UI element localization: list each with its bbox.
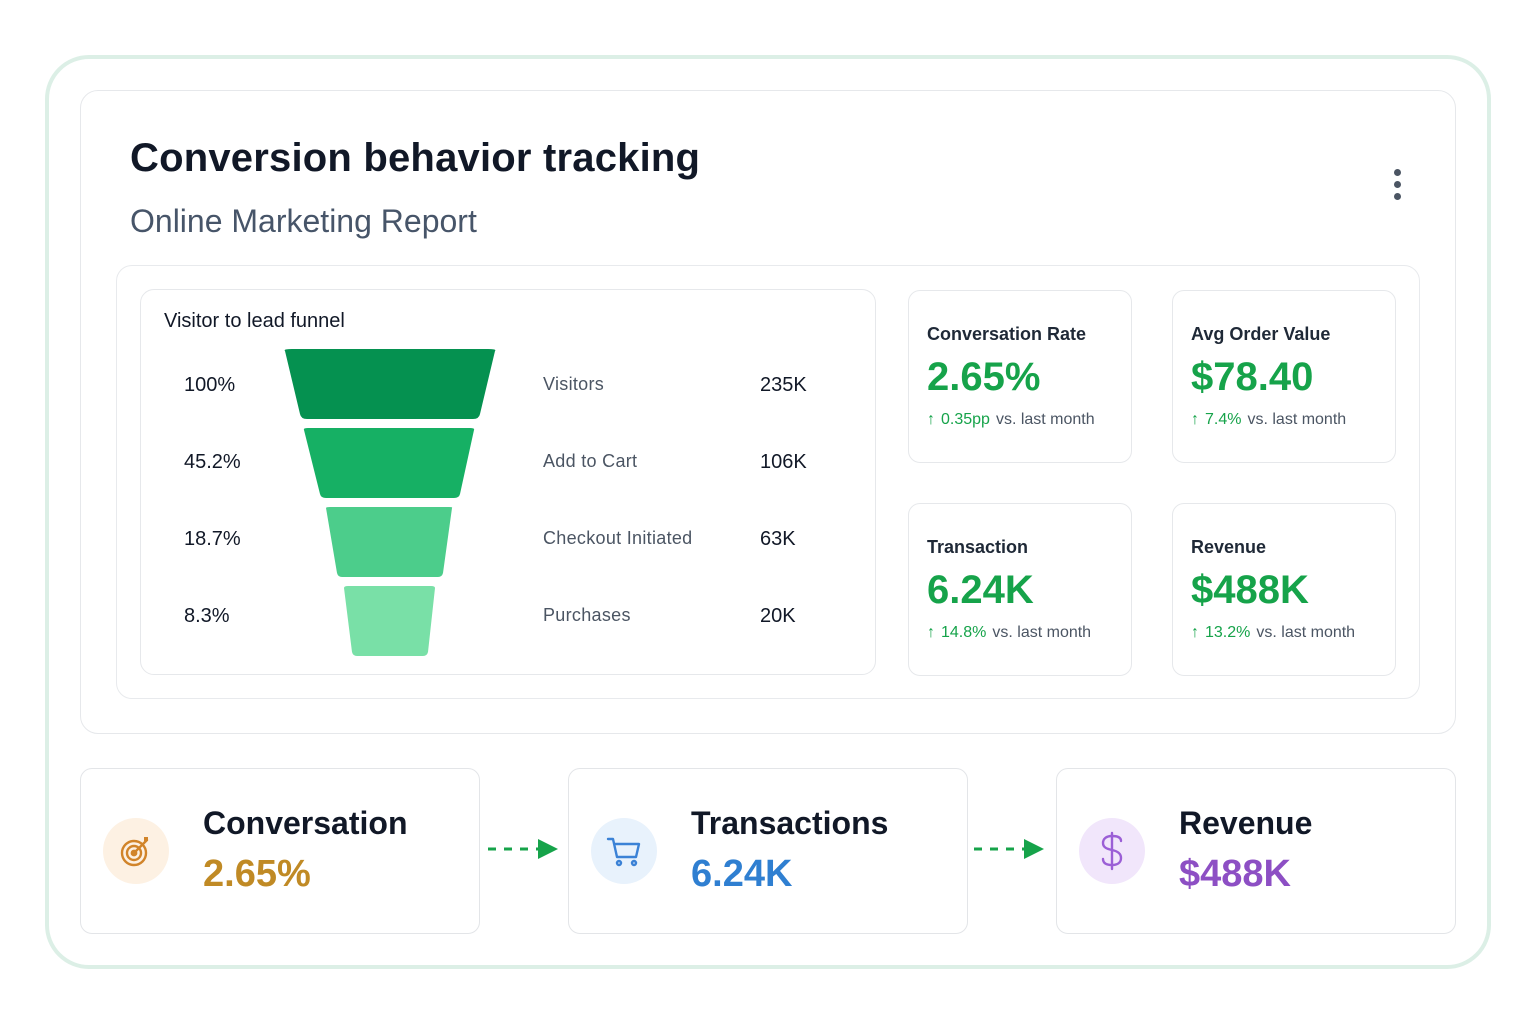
more-dot-icon (1393, 168, 1401, 176)
kpi-card-revenue: Revenue $488K ↑ 13.2% vs. last month (1172, 503, 1396, 676)
funnel-title: Visitor to lead funnel (164, 310, 345, 332)
funnel-count: 20K (760, 605, 796, 627)
kpi-delta-suffix: vs. last month (992, 624, 1092, 641)
arrow-up-icon: ↑ (1191, 411, 1199, 428)
funnel-stage-label: Visitors (543, 374, 605, 394)
kpi-card-transaction: Transaction 6.24K ↑ 14.8% vs. last month (908, 503, 1132, 676)
funnel-chart (284, 349, 496, 656)
kpi-delta-value: 0.35pp (941, 411, 990, 428)
funnel-segment-visitors (284, 349, 496, 419)
kpi-card-avg-order-value: Avg Order Value $78.40 ↑ 7.4% vs. last m… (1172, 290, 1396, 463)
flow-label: Revenue (1179, 805, 1313, 841)
flow-arrow-icon (974, 839, 1044, 859)
kpi-delta: ↑ 7.4% vs. last month (1191, 411, 1346, 429)
funnel-percent: 45.2% (184, 451, 241, 473)
arrow-up-icon: ↑ (927, 411, 935, 428)
kpi-value: 2.65% (927, 355, 1041, 399)
flow-card-revenue: Revenue $488K (1056, 768, 1456, 934)
kpi-label: Avg Order Value (1191, 324, 1331, 344)
flow-value: 6.24K (691, 853, 793, 895)
funnel-percent: 8.3% (184, 605, 230, 627)
kpi-delta: ↑ 0.35pp vs. last month (927, 411, 1095, 429)
page-subtitle: Online Marketing Report (130, 203, 477, 239)
kpi-label: Revenue (1191, 537, 1267, 557)
kpi-delta-suffix: vs. last month (1256, 624, 1356, 641)
funnel-segment-add-to-cart (303, 428, 475, 498)
dollar-icon (1079, 818, 1145, 884)
more-dot-icon (1393, 192, 1401, 200)
flow-value: 2.65% (203, 853, 311, 895)
funnel-percent: 100% (184, 374, 236, 396)
kpi-value: $488K (1191, 568, 1309, 612)
kpi-value: 6.24K (927, 568, 1034, 612)
funnel-segment-purchases (344, 586, 435, 656)
funnel-percent: 18.7% (184, 528, 241, 550)
arrow-up-icon: ↑ (927, 624, 935, 641)
kpi-value: $78.40 (1191, 355, 1314, 399)
funnel-stage-label: Purchases (543, 605, 631, 625)
target-icon (103, 818, 169, 884)
kpi-label: Conversation Rate (927, 324, 1087, 344)
funnel-card (140, 289, 876, 675)
kpi-card-conversation-rate: Conversation Rate 2.65% ↑ 0.35pp vs. las… (908, 290, 1132, 463)
funnel-stage-label: Checkout Initiated (543, 528, 693, 548)
flow-card-conversation: Conversation 2.65% (80, 768, 480, 934)
flow-label: Conversation (203, 805, 408, 841)
kpi-delta: ↑ 14.8% vs. last month (927, 624, 1091, 642)
funnel-count: 63K (760, 528, 796, 550)
funnel-count: 106K (760, 451, 807, 473)
more-dot-icon (1393, 180, 1401, 188)
more-options-button[interactable] (1382, 162, 1412, 206)
kpi-delta-value: 7.4% (1205, 411, 1242, 428)
arrow-up-icon: ↑ (1191, 624, 1199, 641)
flow-value: $488K (1179, 853, 1291, 895)
funnel-segment-checkout (326, 507, 453, 577)
flow-card-transactions: Transactions 6.24K (568, 768, 968, 934)
flow-arrow-icon (488, 839, 558, 859)
page-title: Conversion behavior tracking (130, 136, 701, 180)
kpi-delta-value: 14.8% (941, 624, 987, 641)
kpi-delta-suffix: vs. last month (1247, 411, 1347, 428)
kpi-delta-suffix: vs. last month (995, 411, 1095, 428)
kpi-delta-value: 13.2% (1205, 624, 1251, 641)
flow-label: Transactions (691, 805, 889, 841)
funnel-count: 235K (760, 374, 807, 396)
kpi-label: Transaction (927, 537, 1029, 557)
funnel-stage-label: Add to Cart (543, 451, 638, 471)
cart-icon (591, 818, 657, 884)
kpi-delta: ↑ 13.2% vs. last month (1191, 624, 1355, 642)
